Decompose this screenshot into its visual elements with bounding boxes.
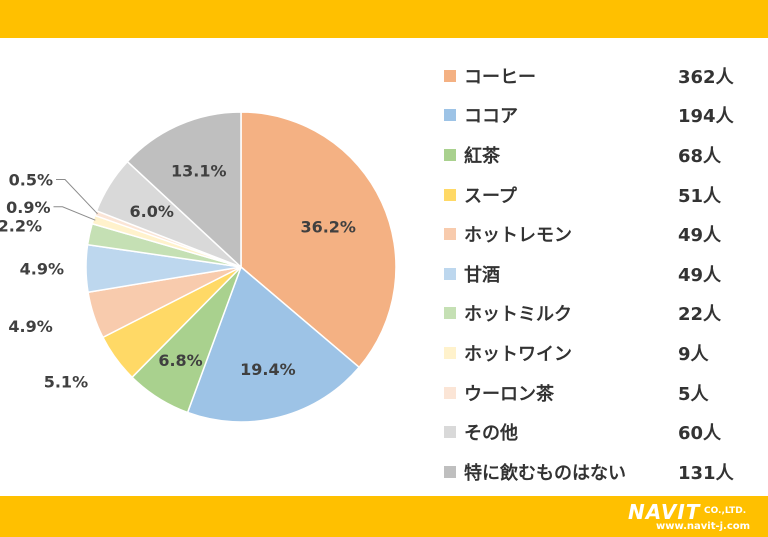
slice-percent-label: 4.9% xyxy=(20,260,64,279)
legend-label: ホットレモン xyxy=(464,225,572,247)
legend-label: 甘酒 xyxy=(464,264,500,286)
legend-swatch xyxy=(444,267,456,280)
legend-count: 131人 xyxy=(678,462,734,484)
chart-legend: コーヒー 362人 ココア 194人 紅茶 68人 スープ 51人 ホットレモン 49人 甘酒 49人… xyxy=(444,56,754,492)
legend-label: スープ xyxy=(464,185,517,207)
legend-count: 5人 xyxy=(678,383,709,405)
legend-swatch xyxy=(444,228,456,241)
legend-item: 甘酒 49人 xyxy=(444,254,754,294)
legend-item: ホットワイン 9人 xyxy=(444,333,754,373)
legend-label: コーヒー xyxy=(464,66,536,88)
legend-label: その他 xyxy=(464,423,518,445)
pie-slice xyxy=(186,265,361,423)
pie-chart: 36.2% 19.4% 6.8% 5.1% 4.9% 4.9% 2.2%0.9% 0.5% 6.… xyxy=(0,111,397,423)
bottom-banner xyxy=(0,496,768,537)
slice-percent-label: 6.0% xyxy=(130,202,174,221)
slice-percent-label: 6.8% xyxy=(158,351,202,370)
slice-percent-label: 36.2% xyxy=(300,218,356,237)
leader-line xyxy=(53,206,96,221)
legend-item: ウーロン茶 5人 xyxy=(444,373,754,413)
legend-item: 紅茶 68人 xyxy=(444,135,754,175)
legend-swatch xyxy=(444,386,456,399)
slice-percent-label: 19.4% xyxy=(240,360,296,379)
pie-slice xyxy=(126,111,242,269)
logo-suffix: CO.,LTD. xyxy=(704,506,747,516)
legend-item: その他 60人 xyxy=(444,412,754,452)
legend-label: ウーロン茶 xyxy=(464,383,554,405)
top-banner xyxy=(0,0,768,38)
legend-swatch xyxy=(444,188,456,201)
legend-swatch xyxy=(444,465,456,478)
slice-percent-label: 4.9% xyxy=(8,317,52,336)
legend-label: ホットワイン xyxy=(464,343,572,365)
legend-swatch xyxy=(444,346,456,359)
legend-swatch xyxy=(444,426,456,439)
legend-item: コーヒー 362人 xyxy=(444,56,754,96)
legend-count: 49人 xyxy=(678,264,722,286)
pie-slice xyxy=(240,111,397,369)
legend-count: 49人 xyxy=(678,225,722,247)
slice-percent-label: 13.1% xyxy=(171,161,227,180)
legend-swatch xyxy=(444,69,456,82)
legend-label: ホットミルク xyxy=(464,304,572,326)
legend-count: 68人 xyxy=(678,145,722,167)
legend-count: 60人 xyxy=(678,423,722,445)
slice-percent-label: 5.1% xyxy=(44,373,88,392)
legend-item: ココア 194人 xyxy=(444,96,754,136)
legend-count: 362人 xyxy=(678,66,734,88)
legend-swatch xyxy=(444,109,456,122)
legend-item: ホットレモン 49人 xyxy=(444,214,754,254)
legend-item: 特に飲むものはない 131人 xyxy=(444,452,754,492)
slice-percent-label: 0.5% xyxy=(9,171,53,190)
logo-brand: NAVIT xyxy=(628,500,701,524)
legend-label: 紅茶 xyxy=(464,145,500,167)
legend-count: 9人 xyxy=(678,343,709,365)
leader-line xyxy=(56,179,98,215)
slice-percent-label: 2.2% xyxy=(0,217,42,236)
navit-logo: NAVIT CO.,LTD. www.navit-j.com xyxy=(628,500,760,534)
logo-url: www.navit-j.com xyxy=(656,521,751,532)
legend-swatch xyxy=(444,148,456,161)
legend-count: 51人 xyxy=(678,185,722,207)
legend-count: 22人 xyxy=(678,304,722,326)
legend-swatch xyxy=(444,307,456,320)
legend-label: ココア xyxy=(464,106,518,128)
slice-percent-label: 0.9% xyxy=(6,198,50,217)
legend-count: 194人 xyxy=(678,106,734,128)
legend-item: スープ 51人 xyxy=(444,175,754,215)
legend-label: 特に飲むものはない xyxy=(464,462,626,484)
legend-item: ホットミルク 22人 xyxy=(444,294,754,334)
